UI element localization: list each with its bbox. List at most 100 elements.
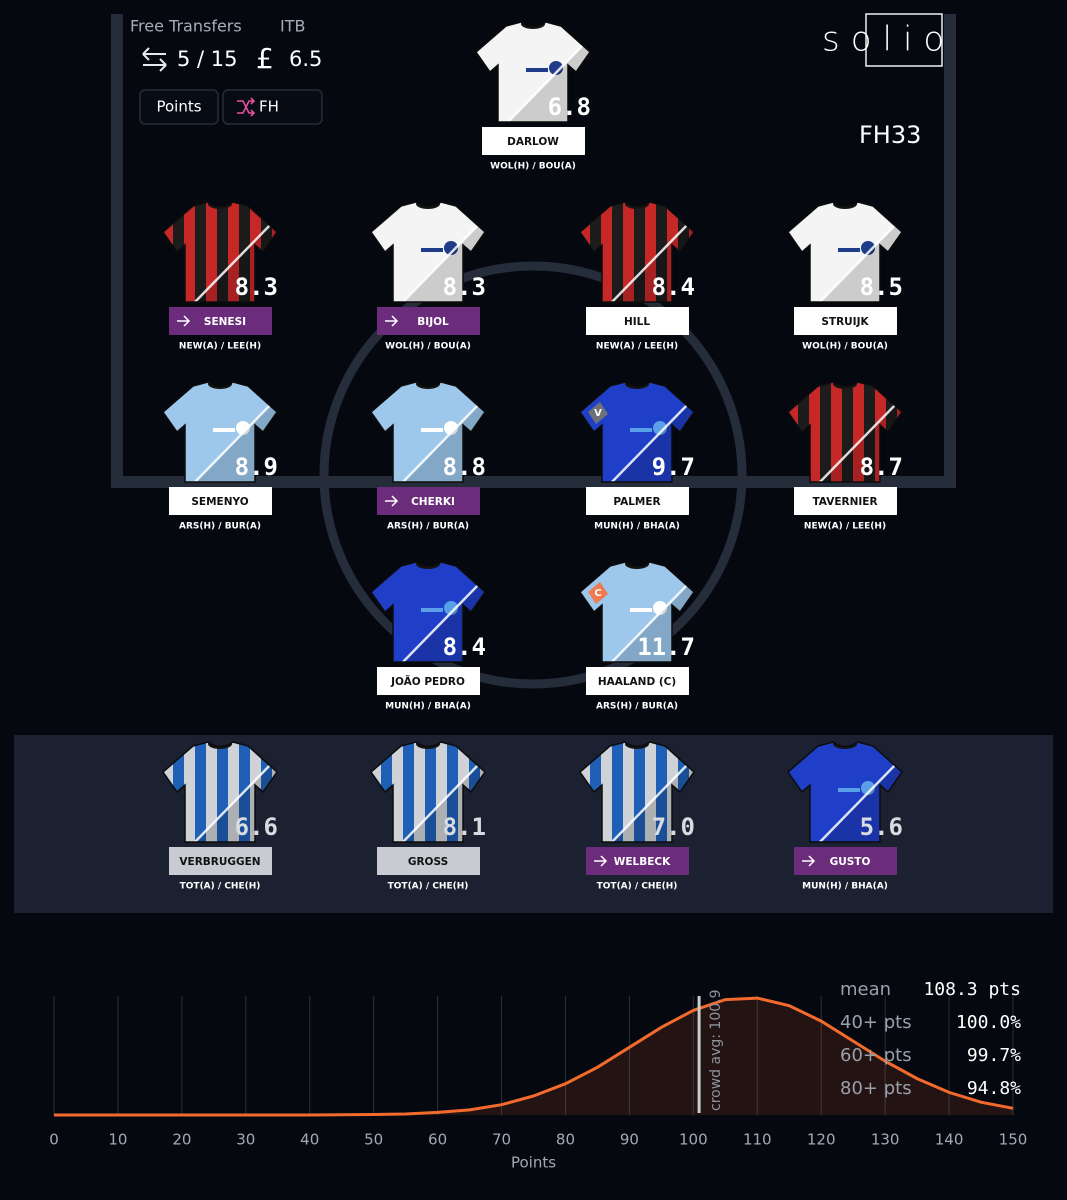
shirt-cut <box>817 399 901 482</box>
gameweek: FH33 <box>859 121 921 149</box>
shirt-badge <box>444 241 458 255</box>
distribution-line <box>54 996 1014 1117</box>
transfer-in-arrow <box>802 855 816 867</box>
fh-button[interactable]: FH <box>222 89 323 125</box>
player-name: CHERKI <box>411 496 455 508</box>
stat-value: 100.0% <box>956 1012 1021 1033</box>
x-tick-label: 110 <box>743 1131 772 1149</box>
shirt-badge <box>444 421 458 435</box>
transfer-in-arrow <box>385 315 399 327</box>
shirt-outline <box>161 741 278 843</box>
stat-label: 40+ pts <box>840 1012 912 1033</box>
player-name: SEMENYO <box>191 496 248 508</box>
x-tick-label: 60 <box>428 1131 447 1149</box>
name-box <box>169 487 272 515</box>
shuffle-icon[interactable] <box>237 97 256 117</box>
x-tick-label: 130 <box>871 1131 900 1149</box>
button-label[interactable]: Points <box>156 98 201 116</box>
button-label[interactable]: FH <box>259 98 279 116</box>
player-fixtures: WOL(H) / BOU(A) <box>490 162 576 172</box>
x-tick-label: 150 <box>999 1131 1028 1149</box>
player-points: 8.7 <box>860 453 903 481</box>
player-name: TAVERNIER <box>812 496 877 508</box>
shirt-cut <box>192 759 276 842</box>
shirt-stripe <box>195 742 206 842</box>
player-name: BIJOL <box>417 316 449 328</box>
shirt-outline <box>786 381 903 483</box>
shirt-outline <box>578 381 695 483</box>
free-transfers-label: Free Transfers <box>130 17 242 36</box>
shirt-cut <box>609 219 693 302</box>
player-points: 8.3 <box>443 273 486 301</box>
shirt-cut <box>609 579 693 662</box>
button-frame[interactable] <box>139 89 219 125</box>
name-box <box>586 487 689 515</box>
shirt-cut <box>817 759 901 842</box>
shirt-outline <box>161 201 278 303</box>
shirt-stripe <box>634 202 645 302</box>
shirt-cut <box>817 219 901 302</box>
itb-value: 6.5 <box>289 47 322 71</box>
player-points: 6.6 <box>235 813 278 841</box>
shirt-trim <box>421 428 443 432</box>
name-box <box>586 667 689 695</box>
x-tick-label: 40 <box>300 1131 319 1149</box>
stat-label: 60+ pts <box>840 1045 912 1066</box>
player-name: DARLOW <box>507 136 559 148</box>
shirt-trim <box>630 608 652 612</box>
shirt-stripe <box>634 742 645 842</box>
player-fixtures: MUN(H) / BHA(A) <box>594 522 680 532</box>
armband <box>588 582 608 604</box>
player-fixtures: NEW(A) / LEE(H) <box>804 522 886 532</box>
name-box <box>794 307 897 335</box>
shirt-cut <box>400 399 484 482</box>
stat-value: 108.3 pts <box>923 979 1021 1000</box>
player-points: 8.5 <box>860 273 903 301</box>
stat-label: mean <box>840 979 891 1000</box>
armband-letter: C <box>594 588 601 599</box>
shirt-badge <box>236 421 250 435</box>
player-points: 8.1 <box>443 813 486 841</box>
shirt-stripe <box>425 742 436 842</box>
player-fixtures: ARS(H) / BUR(A) <box>179 522 261 532</box>
player-fixtures: MUN(H) / BHA(A) <box>385 702 471 712</box>
button-frame[interactable] <box>222 89 323 125</box>
shirt-badge <box>444 601 458 615</box>
logo: solio <box>822 20 955 60</box>
shirt-cut <box>400 219 484 302</box>
player-name: SENESI <box>204 316 246 328</box>
name-box <box>169 847 272 875</box>
shirt-cut <box>400 759 484 842</box>
shirt-stripe <box>403 742 414 842</box>
shirt-cut <box>609 399 693 482</box>
player-fixtures: TOT(A) / CHE(H) <box>388 882 469 892</box>
shirt-badge <box>653 601 667 615</box>
player-fixtures: ARS(H) / BUR(A) <box>387 522 469 532</box>
player-fixtures: ARS(H) / BUR(A) <box>596 702 678 712</box>
points-button[interactable]: Points <box>139 89 219 125</box>
shirt-outline <box>369 201 486 303</box>
player-points: 11.7 <box>637 633 695 661</box>
shirt-badge <box>653 421 667 435</box>
penalty-box <box>111 14 956 488</box>
x-axis-label: Points <box>511 1154 556 1172</box>
player-points: 8.9 <box>235 453 278 481</box>
player-points: 9.7 <box>652 453 695 481</box>
player-name: GROSS <box>408 856 448 868</box>
shirt-cut <box>192 219 276 302</box>
player-name: JOÃO PEDRO <box>390 675 465 688</box>
player-fixtures: TOT(A) / CHE(H) <box>597 882 678 892</box>
transfer-icon <box>142 47 167 72</box>
x-tick-label: 80 <box>556 1131 575 1149</box>
transfer-in-arrow <box>177 315 191 327</box>
shirt-stripe <box>217 742 228 842</box>
player-fixtures: TOT(A) / CHE(H) <box>180 882 261 892</box>
shirt-cut <box>505 39 589 122</box>
x-tick-label: 10 <box>108 1131 127 1149</box>
shirt-cut <box>609 759 693 842</box>
shirt-outline <box>161 381 278 483</box>
name-box <box>377 667 480 695</box>
